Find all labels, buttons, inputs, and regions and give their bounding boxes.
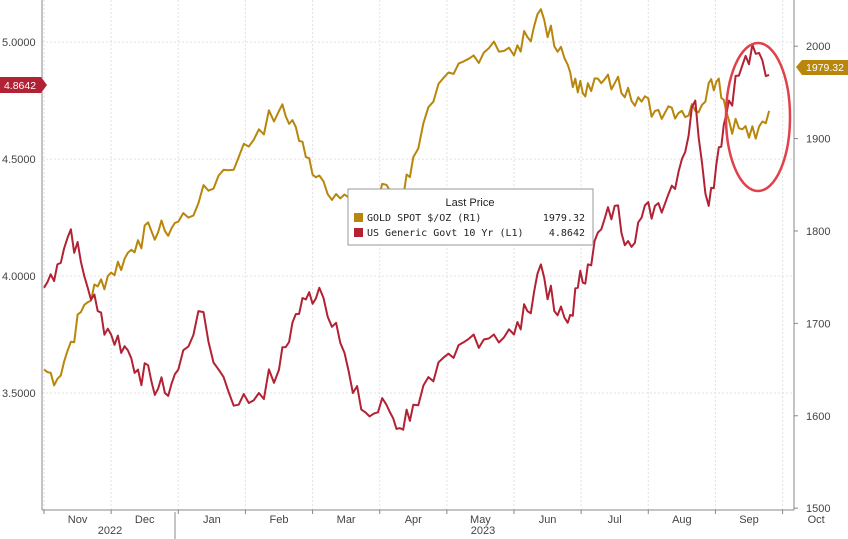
year-label-2023: 2023 [471,525,495,537]
month-label: Nov [68,514,88,526]
right-tick-label: 2000 [806,41,830,53]
legend-title: Last Price [446,197,495,209]
month-label: Jan [203,514,221,526]
year-label-2022: 2022 [98,525,122,537]
month-label: Feb [270,514,289,526]
legend-label-10yr: US Generic Govt 10 Yr (L1) [367,228,524,239]
x-axis-months: Nov Dec Jan Feb Mar Apr May Jun Jul Aug Sep Oct [43,510,825,526]
month-label: Mar [337,514,356,526]
month-label: Oct [808,514,825,526]
highlight-circle [724,41,792,193]
month-label: Apr [405,514,422,526]
month-label: Dec [135,514,155,526]
right-tick-label: 1800 [806,226,830,238]
right-tick-label: 1900 [806,134,830,146]
left-tick-label: 3.5000 [2,388,36,400]
left-axis-ticks: 5.0000 4.5000 4.0000 3.5000 [2,37,36,400]
right-axis-ticks: 2000 1900 1800 1700 1600 1500 [794,41,830,515]
series-line-gold [43,8,771,387]
legend-swatch-gold [354,213,363,222]
last-value-tag-right: 1979.32 [796,60,848,75]
plot-area [42,0,794,510]
legend-label-gold: GOLD SPOT $/OZ (R1) [367,213,481,224]
left-tick-label: 4.5000 [2,154,36,166]
left-tick-label: 4.0000 [2,271,36,283]
left-tick-label: 5.0000 [2,37,36,49]
month-label: May [470,514,491,526]
svg-text:4.8642: 4.8642 [4,80,36,92]
svg-text:1979.32: 1979.32 [806,62,844,74]
right-tick-label: 1500 [806,503,830,515]
last-value-tag-left: 4.8642 [0,77,47,93]
month-label: Jul [608,514,622,526]
legend-swatch-10yr [354,228,363,237]
month-label: Sep [739,514,759,526]
month-label: Jun [539,514,557,526]
right-tick-label: 1700 [806,318,830,330]
legend-value-10yr: 4.8642 [549,228,585,239]
right-tick-label: 1600 [806,411,830,423]
month-label: Aug [672,514,692,526]
series-line-10yr [43,43,770,431]
legend-value-gold: 1979.32 [543,213,585,224]
grid [42,0,794,510]
legend: Last Price GOLD SPOT $/OZ (R1) 1979.32 U… [347,188,594,246]
